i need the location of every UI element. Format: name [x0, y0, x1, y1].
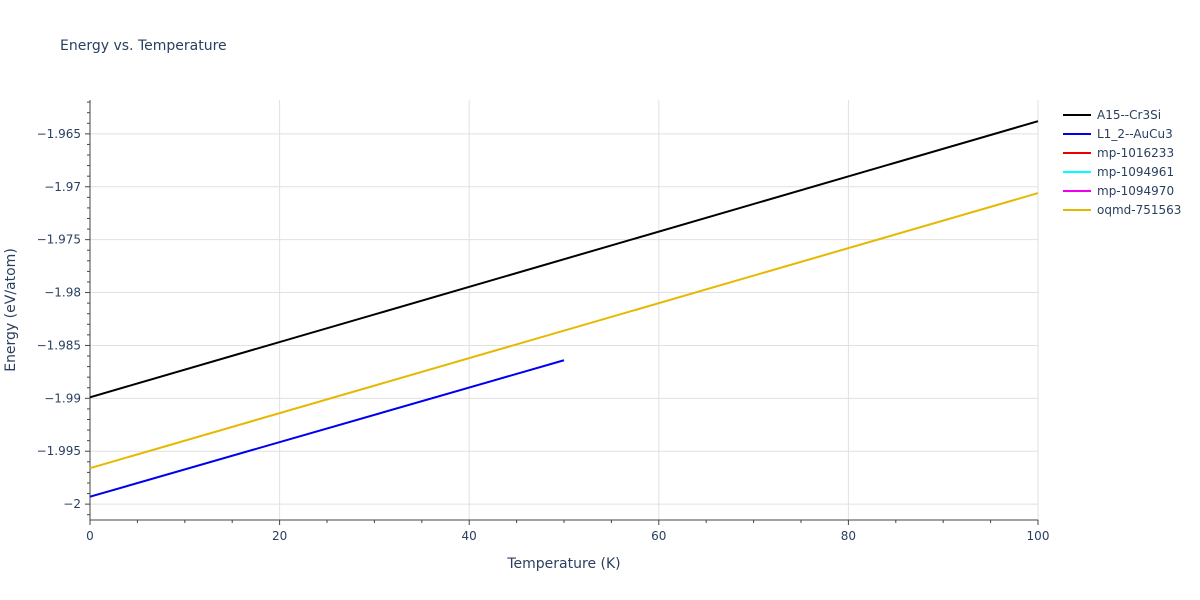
series-lines — [89, 120, 1039, 498]
legend-item[interactable]: A15--Cr3Si — [1063, 108, 1161, 122]
x-tick-label: 0 — [86, 529, 94, 543]
x-tick-label: 80 — [841, 529, 856, 543]
tick-labels: 0 20 40 60 80 100 −2 −1.995 −1.99 −1.985 −1.98 −1.9… — [37, 127, 1050, 543]
x-tick-label: 60 — [651, 529, 666, 543]
legend-label: mp-1094961 — [1097, 165, 1174, 179]
y-axis-title: Energy (eV/atom) — [3, 248, 19, 372]
legend-item[interactable]: mp-1016233 — [1063, 146, 1174, 160]
y-tick-label: −1.965 — [37, 127, 81, 141]
y-tick-label: −1.975 — [37, 233, 81, 247]
y-tick-label: −1.99 — [44, 391, 81, 405]
chart-title: Energy vs. Temperature — [60, 38, 227, 54]
legend-item[interactable]: L1_2--AuCu3 — [1063, 127, 1173, 141]
axes — [85, 100, 1039, 525]
x-tick-label: 40 — [462, 529, 477, 543]
legend-label: oqmd-751563 — [1097, 203, 1181, 217]
y-tick-label: −1.98 — [44, 286, 81, 300]
x-tick-label: 20 — [272, 529, 287, 543]
series-line-5 — [89, 192, 1039, 470]
legend-item[interactable]: oqmd-751563 — [1063, 203, 1181, 217]
legend-label: mp-1094970 — [1097, 184, 1174, 198]
legend-label: mp-1016233 — [1097, 146, 1174, 160]
legend: A15--Cr3Si L1_2--AuCu3 mp-1016233 mp-109496… — [1063, 108, 1181, 217]
legend-item[interactable]: mp-1094970 — [1063, 184, 1174, 198]
legend-item[interactable]: mp-1094961 — [1063, 165, 1174, 179]
y-tick-label: −1.985 — [37, 338, 81, 352]
legend-label: A15--Cr3Si — [1097, 108, 1161, 122]
y-tick-label: −1.97 — [44, 180, 81, 194]
legend-label: L1_2--AuCu3 — [1097, 127, 1173, 141]
y-tick-label: −1.995 — [37, 444, 81, 458]
x-tick-label: 100 — [1027, 529, 1050, 543]
x-axis-title: Temperature (K) — [506, 556, 620, 572]
series-line-0 — [89, 120, 1039, 399]
y-tick-label: −2 — [63, 497, 81, 511]
series-line-1 — [89, 359, 565, 498]
